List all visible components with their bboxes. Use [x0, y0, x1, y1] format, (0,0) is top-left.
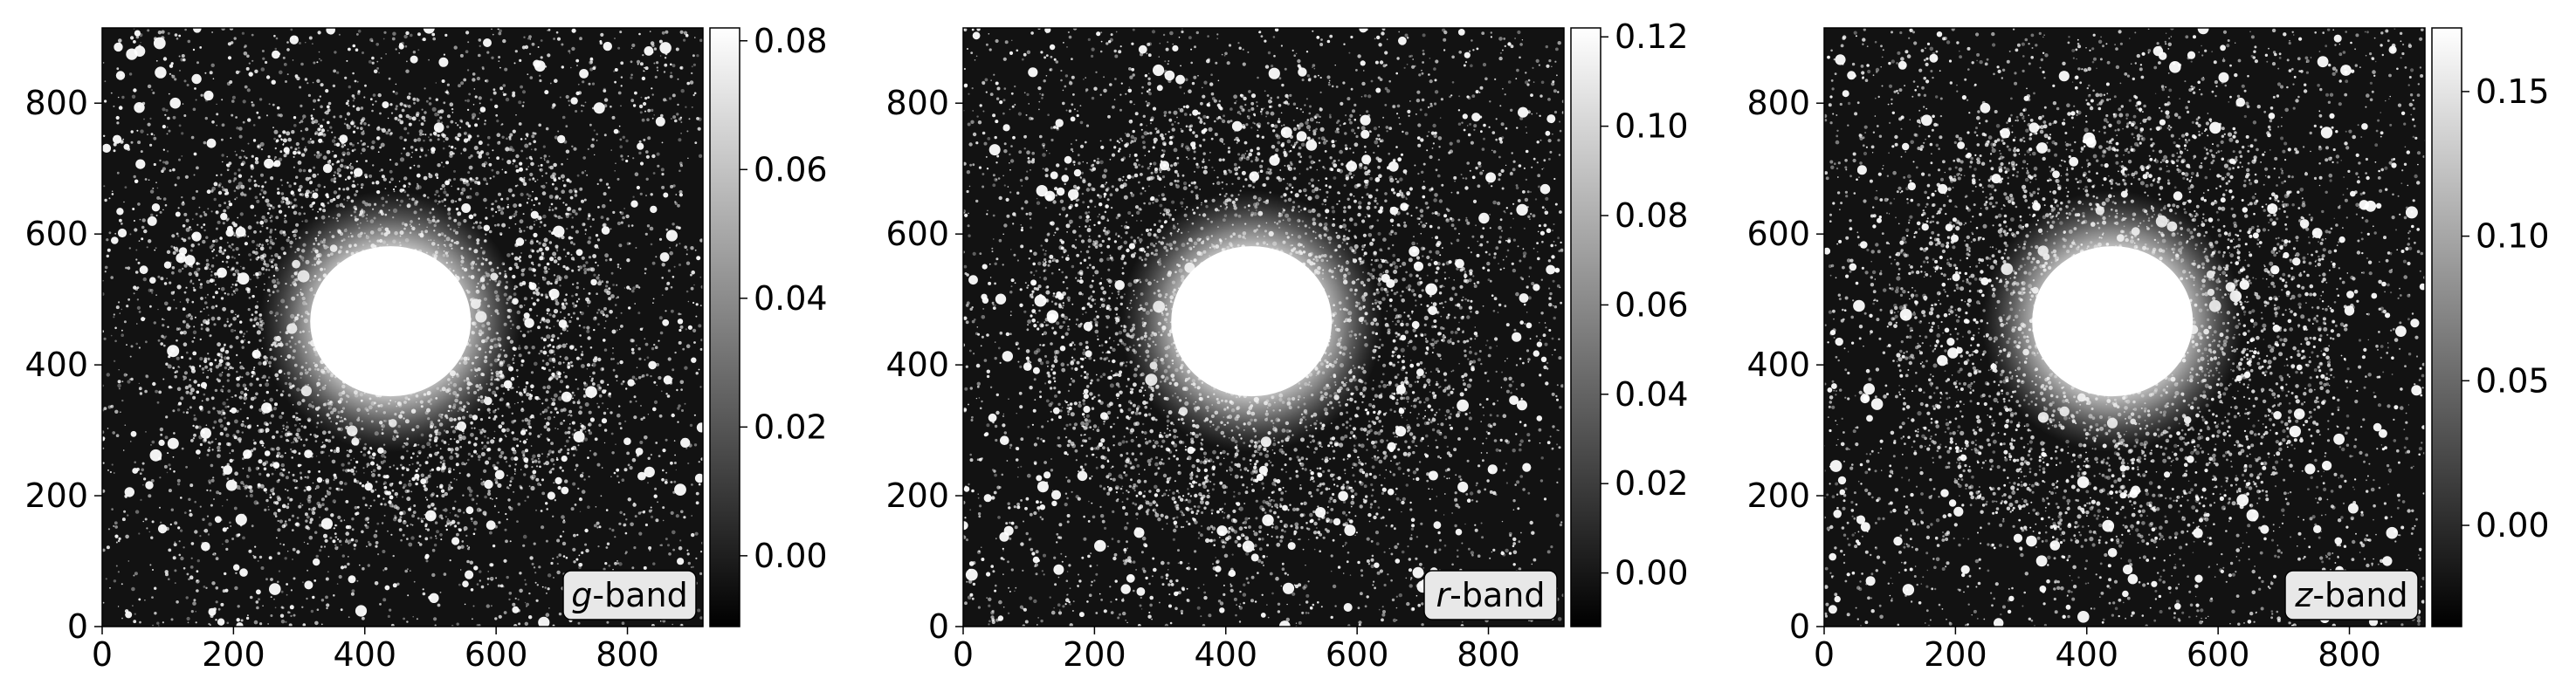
colorbar-tick-label: 0.04	[754, 279, 828, 318]
x-tick-label: 800	[1457, 635, 1520, 674]
colorbar-tick-label: 0.00	[754, 537, 828, 575]
colorbar-tick-label: 0.00	[2476, 506, 2550, 545]
x-tick-label: 800	[596, 635, 659, 674]
y-tick-label: 800	[885, 84, 949, 122]
x-tick-label: 400	[2055, 635, 2118, 674]
x-tick-label: 600	[2187, 635, 2250, 674]
colorbar-tick-label: 0.06	[754, 150, 828, 188]
colorbar-tick-label: 0.02	[1615, 464, 1689, 503]
x-tick-label: 200	[1924, 635, 1987, 674]
y-tick-label: 0	[1789, 607, 1810, 646]
y-tick-label: 200	[24, 476, 88, 515]
y-tick-label: 200	[1746, 476, 1810, 515]
y-tick-label: 800	[24, 84, 88, 122]
colorbar-tick-label: 0.00	[1615, 554, 1689, 593]
panel-r-band: 0 200 400 600 800 0 200 400 600 800 r-band 0.00 0.02…	[885, 17, 1688, 674]
x-tick-label: 400	[1194, 635, 1257, 674]
y-tick-label: 0	[67, 607, 88, 646]
star-field-image	[960, 24, 1566, 632]
colorbar: 0.00 0.02 0.04 0.06 0.08 0.10 0.12	[1571, 17, 1689, 627]
y-tick-label: 0	[928, 607, 949, 646]
x-tick-label: 600	[465, 635, 528, 674]
x-tick-label: 0	[953, 635, 974, 674]
x-tick-label: 800	[2318, 635, 2381, 674]
y-tick-label: 600	[24, 215, 88, 253]
colorbar-tick-label: 0.12	[1615, 17, 1689, 56]
colorbar-tick-label: 0.02	[754, 408, 828, 446]
colorbar-tick-label: 0.04	[1615, 375, 1689, 414]
colorbar-tick-label: 0.10	[1615, 107, 1689, 146]
y-tick-label: 400	[885, 346, 949, 384]
colorbar-tick-label: 0.10	[2476, 217, 2550, 256]
band-label: r-band	[1436, 576, 1546, 614]
star-field-image	[1823, 23, 2427, 627]
band-label: g-band	[571, 576, 687, 614]
x-tick-label: 400	[333, 635, 396, 674]
colorbar-tick-label: 0.15	[2476, 72, 2550, 111]
colorbar: 0.00 0.05 0.10 0.15	[2432, 28, 2550, 627]
x-tick-label: 600	[1326, 635, 1389, 674]
colorbar-tick-label: 0.08	[754, 22, 828, 60]
panel-g-band: 0 200 400 600 800 0 200 400 600 800 g-band 0.00 0.02…	[24, 22, 827, 674]
y-tick-label: 600	[885, 215, 949, 253]
x-tick-label: 200	[202, 635, 265, 674]
x-tick-label: 0	[1814, 635, 1835, 674]
band-label: z-band	[2294, 576, 2407, 614]
colorbar-tick-label: 0.05	[2476, 361, 2550, 400]
y-tick-label: 400	[1746, 346, 1810, 384]
y-tick-label: 600	[1746, 215, 1810, 253]
colorbar-tick-label: 0.08	[1615, 196, 1689, 235]
x-tick-label: 0	[92, 635, 113, 674]
panel-z-band: 0 200 400 600 800 0 200 400 600 800 z-band 0.00 0.05…	[1746, 23, 2549, 674]
y-tick-label: 800	[1746, 84, 1810, 122]
y-tick-label: 200	[885, 476, 949, 515]
colorbar: 0.00 0.02 0.04 0.06 0.08	[710, 22, 828, 627]
y-tick-label: 400	[24, 346, 88, 384]
colorbar-tick-label: 0.06	[1615, 285, 1689, 324]
star-field-image	[101, 23, 707, 630]
x-tick-label: 200	[1063, 635, 1126, 674]
